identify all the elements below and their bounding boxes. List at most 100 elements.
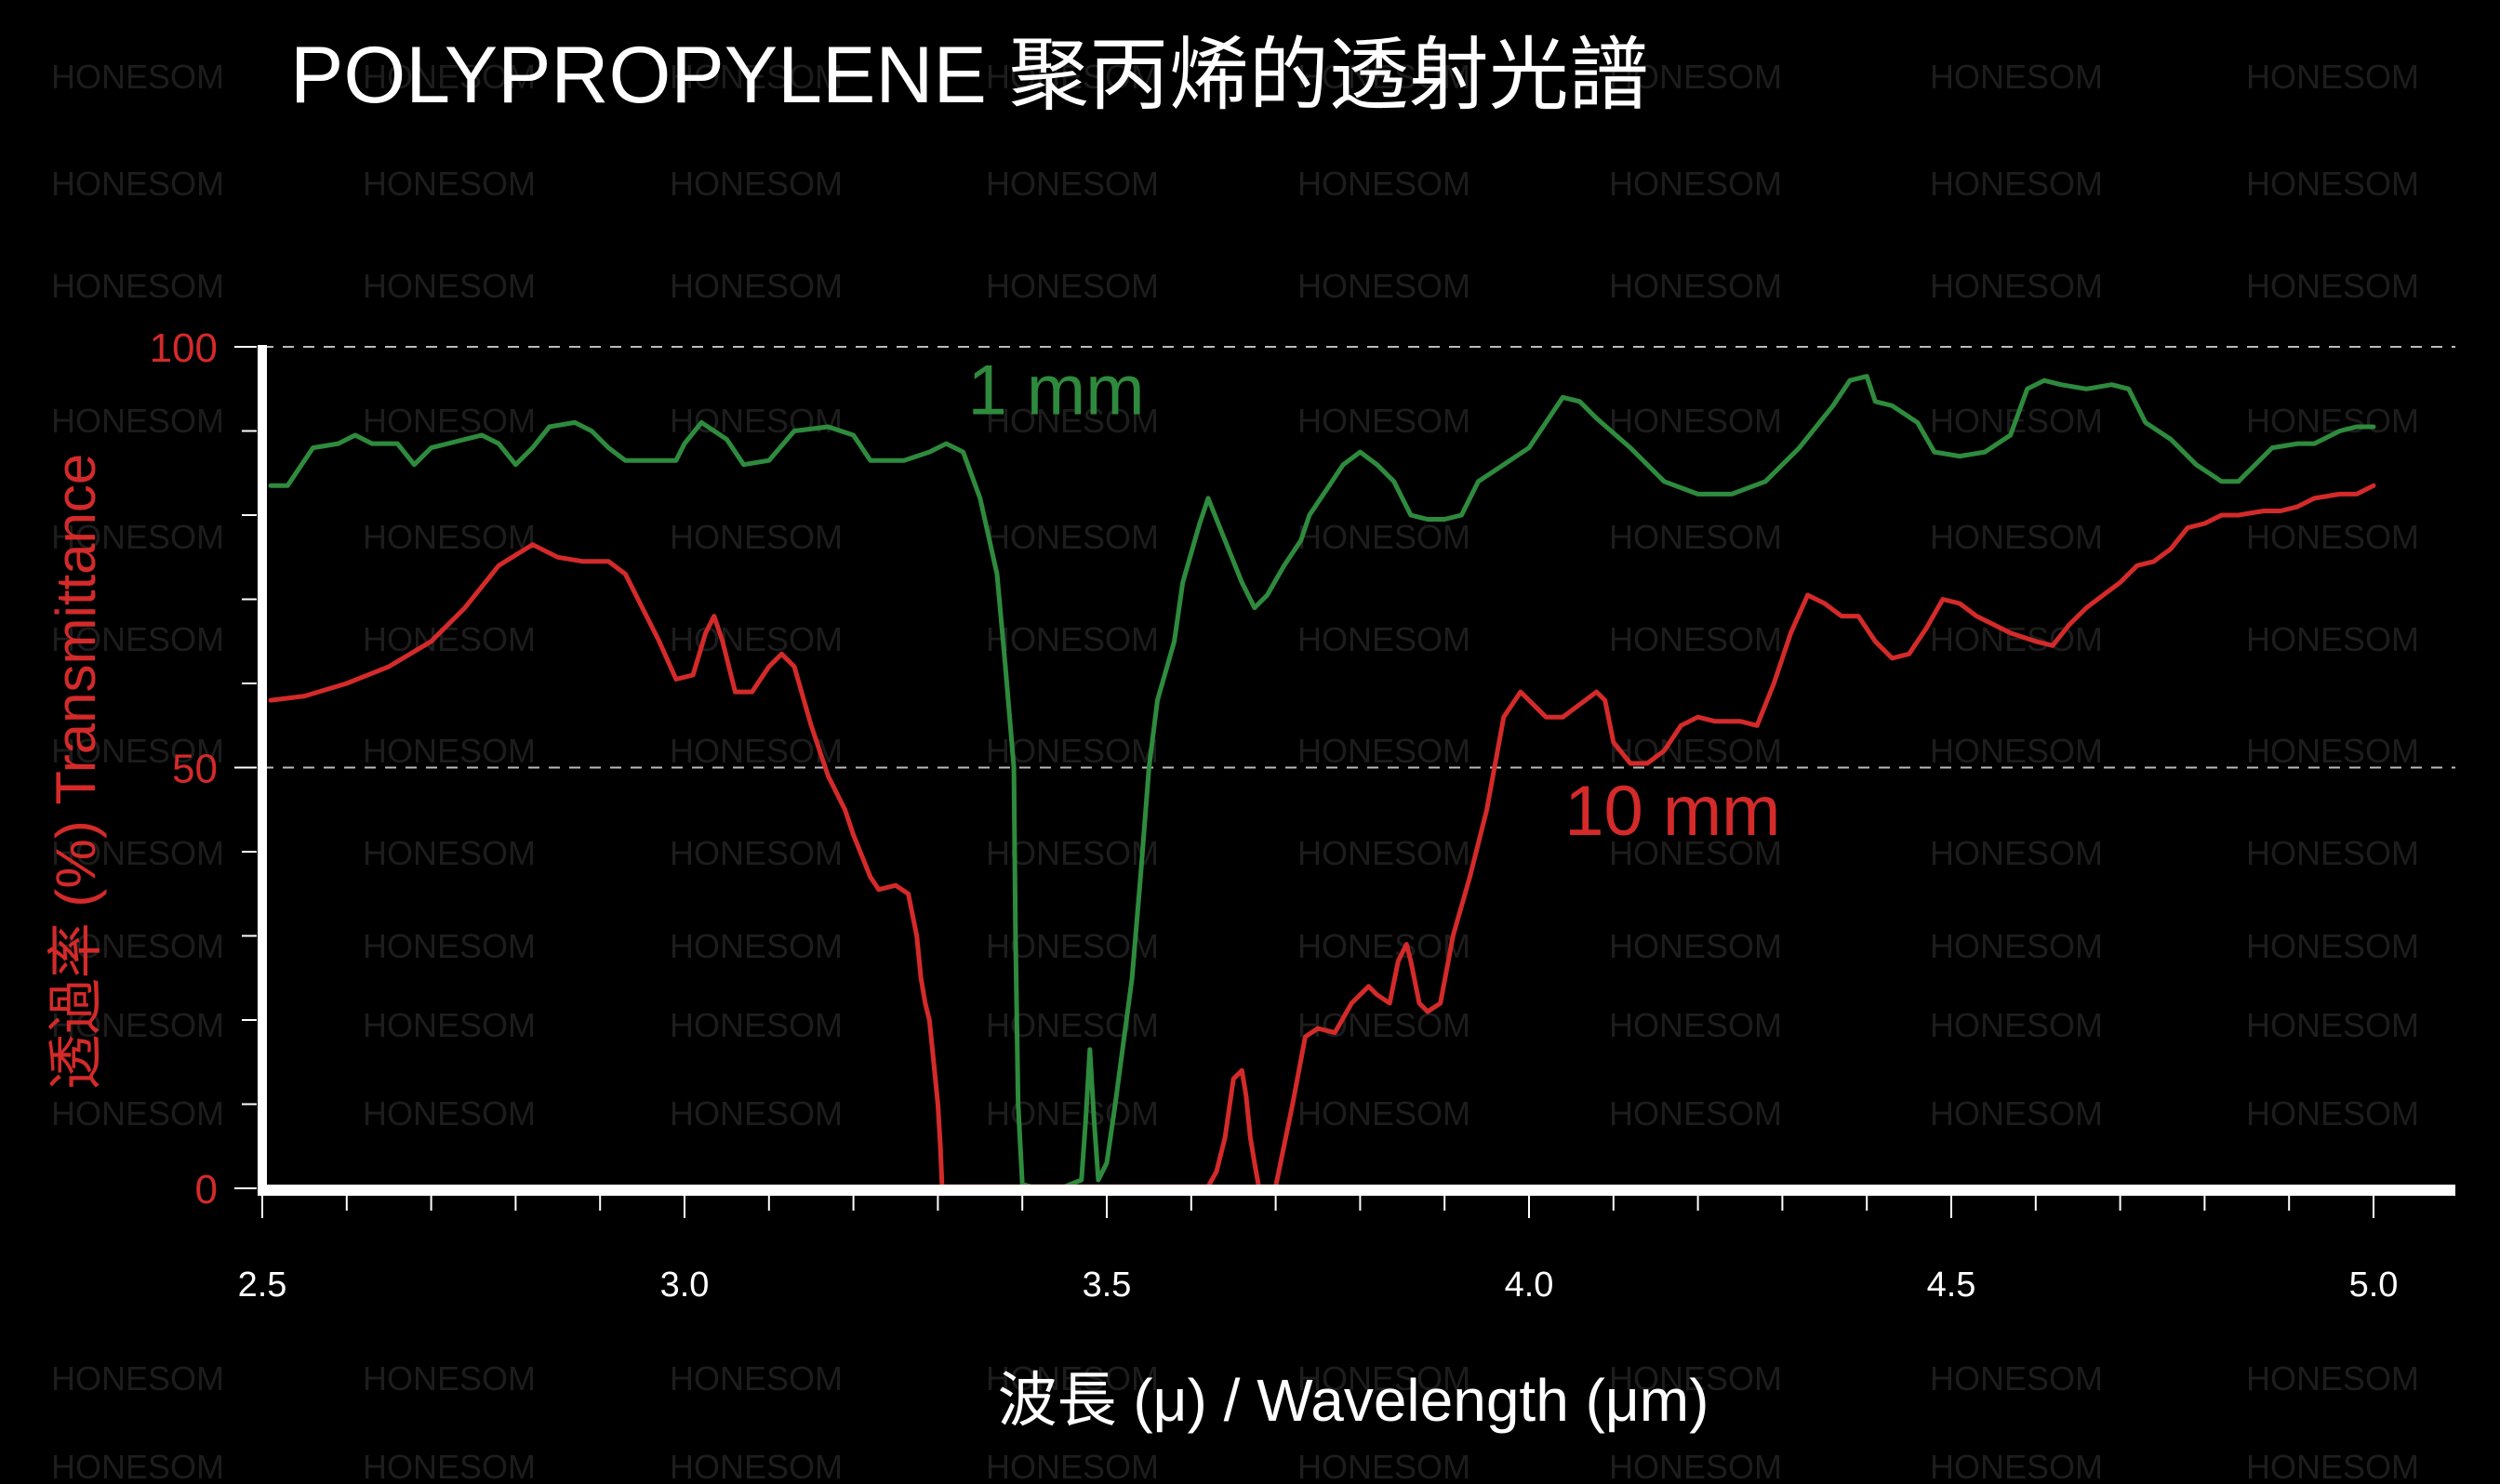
y-tick-label: 100 <box>150 325 218 371</box>
watermark-text: HONESOM <box>670 834 843 872</box>
watermark-text: HONESOM <box>670 927 843 965</box>
watermark-text: HONESOM <box>1930 1448 2103 1484</box>
watermark-text: HONESOM <box>1609 834 1782 872</box>
watermark-text: HONESOM <box>986 165 1159 203</box>
watermark-text: HONESOM <box>51 58 224 96</box>
watermark-text: HONESOM <box>1609 1359 1782 1398</box>
watermark-text: HONESOM <box>2246 732 2419 770</box>
watermark-text: HONESOM <box>2246 834 2419 872</box>
watermark-text: HONESOM <box>1930 1359 2103 1398</box>
watermark-text: HONESOM <box>1297 58 1470 96</box>
series-line-10-mm <box>268 483 2376 1189</box>
watermark-text: HONESOM <box>363 402 536 440</box>
watermark-text: HONESOM <box>363 834 536 872</box>
watermark-text: HONESOM <box>1930 58 2103 96</box>
watermark-text: HONESOM <box>670 267 843 305</box>
watermark-text: HONESOM <box>2246 1006 2419 1044</box>
watermark-text: HONESOM <box>2246 927 2419 965</box>
watermark-text: HONESOM <box>670 165 843 203</box>
grid-lines <box>262 346 2455 769</box>
y-tick-label: 0 <box>195 1167 218 1212</box>
watermark-text: HONESOM <box>51 927 224 965</box>
axes <box>234 345 2455 1218</box>
watermark-text: HONESOM <box>51 1006 224 1044</box>
x-tick-label: 3.0 <box>660 1265 710 1305</box>
y-axis-title: 透過率 (%) Transmittance <box>45 454 107 1091</box>
watermark-text: HONESOM <box>1930 165 2103 203</box>
watermark-text: HONESOM <box>1609 1094 1782 1133</box>
series-line-1-mm <box>268 374 2376 1189</box>
watermark-text: HONESOM <box>986 620 1159 658</box>
watermark-text: HONESOM <box>2246 267 2419 305</box>
watermark-text: HONESOM <box>363 518 536 556</box>
watermark-text: HONESOM <box>2246 1094 2419 1133</box>
watermark-text: HONESOM <box>1609 267 1782 305</box>
watermark-text: HONESOM <box>363 1359 536 1398</box>
x-tick-label: 4.0 <box>1505 1265 1554 1305</box>
watermark-text: HONESOM <box>986 834 1159 872</box>
watermark-text: HONESOM <box>670 58 843 96</box>
watermark-text: HONESOM <box>670 1359 843 1398</box>
x-axis-title: 波長 (μ) / Wavelength (μm) <box>998 1367 1709 1434</box>
watermark-text: HONESOM <box>51 1094 224 1133</box>
watermark-text: HONESOM <box>1297 834 1470 872</box>
watermark-text: HONESOM <box>2246 165 2419 203</box>
watermark-text: HONESOM <box>1297 518 1470 556</box>
watermark-text: HONESOM <box>986 267 1159 305</box>
watermark-text: HONESOM <box>1930 834 2103 872</box>
watermark-text: HONESOM <box>2246 620 2419 658</box>
watermark-text: HONESOM <box>363 267 536 305</box>
watermark-text: HONESOM <box>51 1359 224 1398</box>
y-tick-label: 50 <box>172 747 218 792</box>
watermark-text: HONESOM <box>51 732 224 770</box>
watermark-text: HONESOM <box>1609 58 1782 96</box>
x-tick-label: 4.5 <box>1927 1265 1976 1305</box>
watermark-text: HONESOM <box>363 1094 536 1133</box>
watermark-text: HONESOM <box>1609 620 1782 658</box>
watermark-text: HONESOM <box>51 1448 224 1484</box>
watermark-text: HONESOM <box>670 1006 843 1044</box>
watermark-text: HONESOM <box>51 165 224 203</box>
watermark-text: HONESOM <box>51 834 224 872</box>
watermark-layer: HONESOM HONESOM HONESOM HONESOM HONESOM HONES… <box>51 58 2419 1484</box>
watermark-text: HONESOM <box>1297 267 1470 305</box>
watermark-text: HONESOM <box>1297 620 1470 658</box>
watermark-text: HONESOM <box>670 518 843 556</box>
watermark-text: HONESOM <box>1930 927 2103 965</box>
watermark-text: HONESOM <box>1930 732 2103 770</box>
series-annotation-10-mm: 10 mm <box>1564 772 1780 851</box>
watermark-text: HONESOM <box>670 1448 843 1484</box>
watermark-text: HONESOM <box>363 58 536 96</box>
x-tick-label: 5.0 <box>2349 1265 2399 1305</box>
watermark-text: HONESOM <box>1297 732 1470 770</box>
watermark-text: HONESOM <box>986 1359 1159 1398</box>
labels: 2.5 3.0 3.5 4.0 4.5 5.0 0 50 100 1 mm 10 mm <box>150 325 2399 1305</box>
watermark-text: HONESOM <box>1297 1359 1470 1398</box>
watermark-text: HONESOM <box>986 1006 1159 1044</box>
chart-title: POLYPROPYLENE 聚丙烯的透射光譜 <box>290 31 1649 120</box>
watermark-text: HONESOM <box>363 165 536 203</box>
watermark-text: HONESOM <box>986 58 1159 96</box>
watermark-text: HONESOM <box>1609 1006 1782 1044</box>
watermark-text: HONESOM <box>363 1448 536 1484</box>
watermark-text: HONESOM <box>2246 58 2419 96</box>
watermark-text: HONESOM <box>670 1094 843 1133</box>
x-tick-label: 2.5 <box>238 1265 287 1305</box>
watermark-text: HONESOM <box>2246 1359 2419 1398</box>
watermark-text: HONESOM <box>1609 165 1782 203</box>
watermark-text: HONESOM <box>1609 402 1782 440</box>
watermark-text: HONESOM <box>1930 518 2103 556</box>
watermark-text: HONESOM <box>1930 1006 2103 1044</box>
watermark-text: HONESOM <box>986 402 1159 440</box>
watermark-text: HONESOM <box>51 267 224 305</box>
watermark-text: HONESOM <box>363 732 536 770</box>
watermark-text: HONESOM <box>1930 1094 2103 1133</box>
watermark-text: HONESOM <box>1609 1448 1782 1484</box>
watermark-text: HONESOM <box>51 518 224 556</box>
watermark-text: HONESOM <box>51 402 224 440</box>
watermark-text: HONESOM <box>1297 402 1470 440</box>
watermark-text: HONESOM <box>1609 518 1782 556</box>
watermark-text: HONESOM <box>363 927 536 965</box>
